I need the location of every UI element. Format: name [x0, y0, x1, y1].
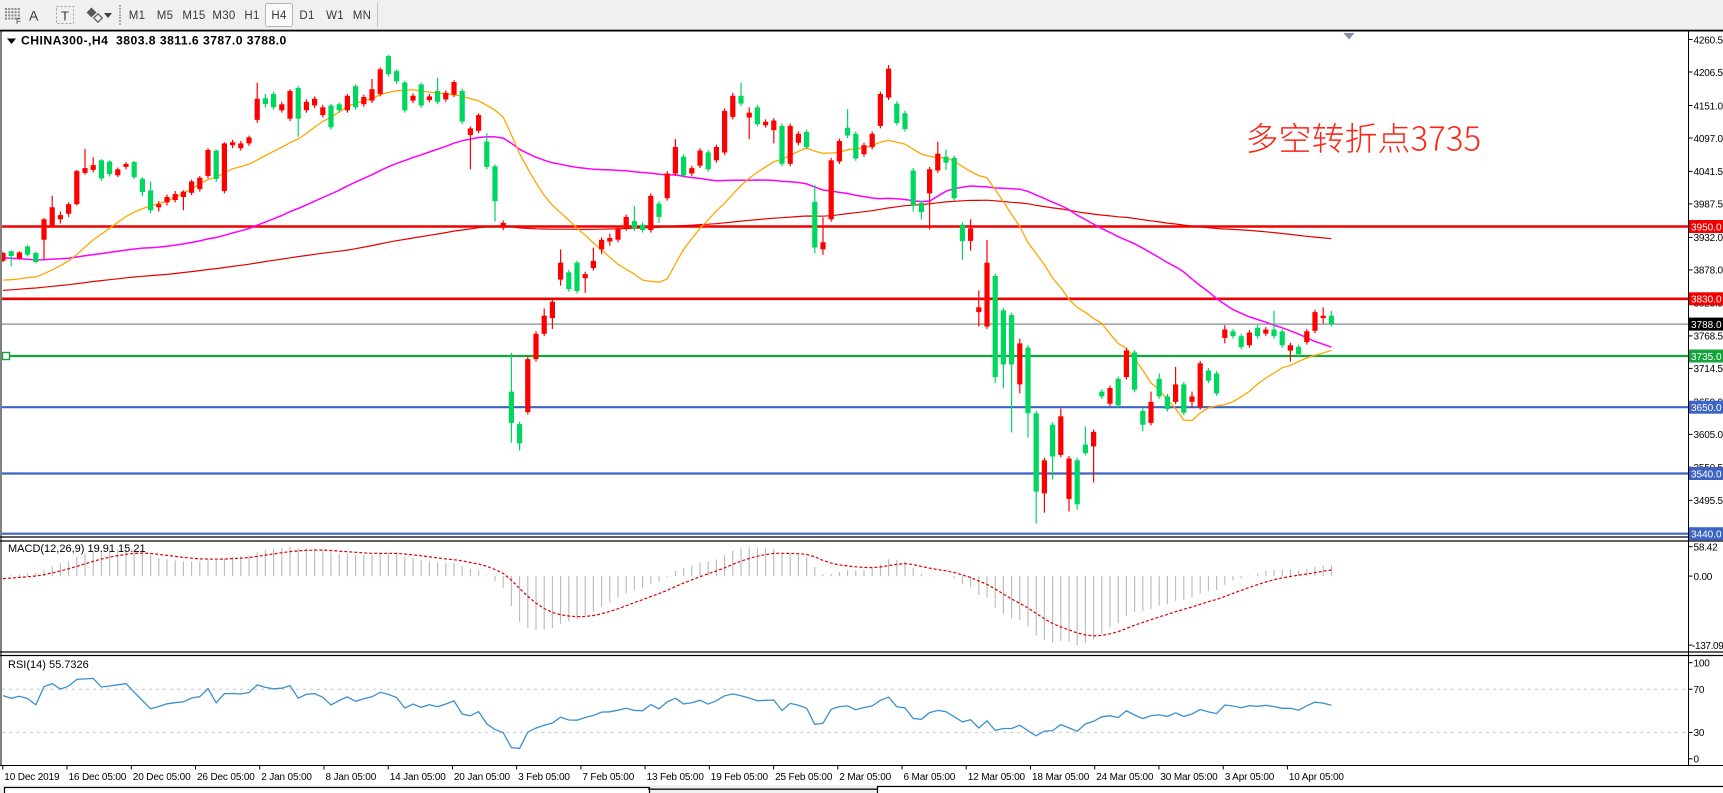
svg-text:4151.0: 4151.0	[1694, 101, 1723, 112]
svg-text:T: T	[61, 9, 69, 24]
svg-text:0: 0	[1694, 755, 1700, 766]
svg-text:10 Dec 2019: 10 Dec 2019	[4, 772, 60, 783]
svg-text:3768.5: 3768.5	[1694, 332, 1723, 343]
svg-text:20 Jan 05:00: 20 Jan 05:00	[454, 772, 511, 783]
svg-text:F: F	[16, 17, 21, 26]
svg-text:13 Feb 05:00: 13 Feb 05:00	[647, 772, 705, 783]
svg-text:W1: W1	[326, 10, 344, 22]
svg-text:3 Apr 05:00: 3 Apr 05:00	[1225, 772, 1275, 783]
svg-text:70: 70	[1694, 685, 1705, 696]
svg-text:4260.5: 4260.5	[1694, 35, 1723, 46]
svg-text:3735.0: 3735.0	[1691, 352, 1722, 363]
svg-text:58.42: 58.42	[1694, 543, 1719, 554]
svg-text:30: 30	[1694, 728, 1705, 739]
svg-text:3440.0: 3440.0	[1691, 530, 1722, 541]
svg-text:8 Jan 05:00: 8 Jan 05:00	[326, 772, 377, 783]
svg-text:10 Apr 05:00: 10 Apr 05:00	[1289, 772, 1345, 783]
svg-text:26 Dec 05:00: 26 Dec 05:00	[197, 772, 255, 783]
svg-text:2 Mar 05:00: 2 Mar 05:00	[839, 772, 891, 783]
svg-text:16 Dec 05:00: 16 Dec 05:00	[69, 772, 127, 783]
svg-text:CHINA300-,H4 3803.8 3811.6 37: CHINA300-,H4 3803.8 3811.6 3787.0 3788.0	[21, 34, 287, 48]
svg-text:7 Feb 05:00: 7 Feb 05:00	[582, 772, 634, 783]
svg-text:3714.5: 3714.5	[1694, 364, 1723, 375]
svg-text:0.00: 0.00	[1694, 572, 1713, 583]
svg-text:3605.0: 3605.0	[1694, 430, 1723, 441]
svg-text:19 Feb 05:00: 19 Feb 05:00	[711, 772, 769, 783]
svg-text:24 Mar 05:00: 24 Mar 05:00	[1096, 772, 1154, 783]
svg-text:25 Feb 05:00: 25 Feb 05:00	[775, 772, 833, 783]
svg-text:14 Jan 05:00: 14 Jan 05:00	[390, 772, 447, 783]
svg-text:H4: H4	[271, 10, 287, 22]
svg-text:-137.09: -137.09	[1692, 641, 1723, 652]
svg-text:3830.0: 3830.0	[1691, 295, 1722, 306]
svg-text:A: A	[29, 8, 39, 24]
svg-text:MN: MN	[353, 10, 372, 22]
svg-text:D1: D1	[299, 10, 314, 22]
svg-text:3540.0: 3540.0	[1691, 469, 1722, 480]
svg-text:12 Mar 05:00: 12 Mar 05:00	[968, 772, 1026, 783]
svg-text:3788.0: 3788.0	[1691, 320, 1722, 331]
svg-text:3950.0: 3950.0	[1691, 222, 1722, 233]
svg-text:H1: H1	[244, 10, 259, 22]
svg-text:4206.5: 4206.5	[1694, 68, 1723, 79]
svg-text:4097.0: 4097.0	[1694, 134, 1723, 145]
svg-text:18 Mar 05:00: 18 Mar 05:00	[1032, 772, 1090, 783]
svg-text:3 Feb 05:00: 3 Feb 05:00	[518, 772, 570, 783]
svg-text:3878.0: 3878.0	[1694, 266, 1723, 277]
svg-text:3495.5: 3495.5	[1694, 496, 1723, 507]
svg-text:MACD(12,26,9) 19.91 15.21: MACD(12,26,9) 19.91 15.21	[8, 543, 146, 555]
svg-text:2 Jan 05:00: 2 Jan 05:00	[261, 772, 312, 783]
svg-text:RSI(14) 55.7326: RSI(14) 55.7326	[8, 659, 89, 671]
svg-text:M1: M1	[129, 10, 146, 22]
svg-text:3650.0: 3650.0	[1691, 403, 1722, 414]
svg-text:M30: M30	[212, 10, 235, 22]
svg-text:6 Mar 05:00: 6 Mar 05:00	[904, 772, 956, 783]
svg-text:30 Mar 05:00: 30 Mar 05:00	[1160, 772, 1218, 783]
svg-text:M5: M5	[157, 10, 174, 22]
svg-text:20 Dec 05:00: 20 Dec 05:00	[133, 772, 191, 783]
svg-text:4041.5: 4041.5	[1694, 167, 1723, 178]
svg-text:100: 100	[1694, 659, 1711, 670]
svg-text:3987.5: 3987.5	[1694, 200, 1723, 211]
svg-text:M15: M15	[182, 10, 205, 22]
svg-text:3932.0: 3932.0	[1694, 233, 1723, 244]
